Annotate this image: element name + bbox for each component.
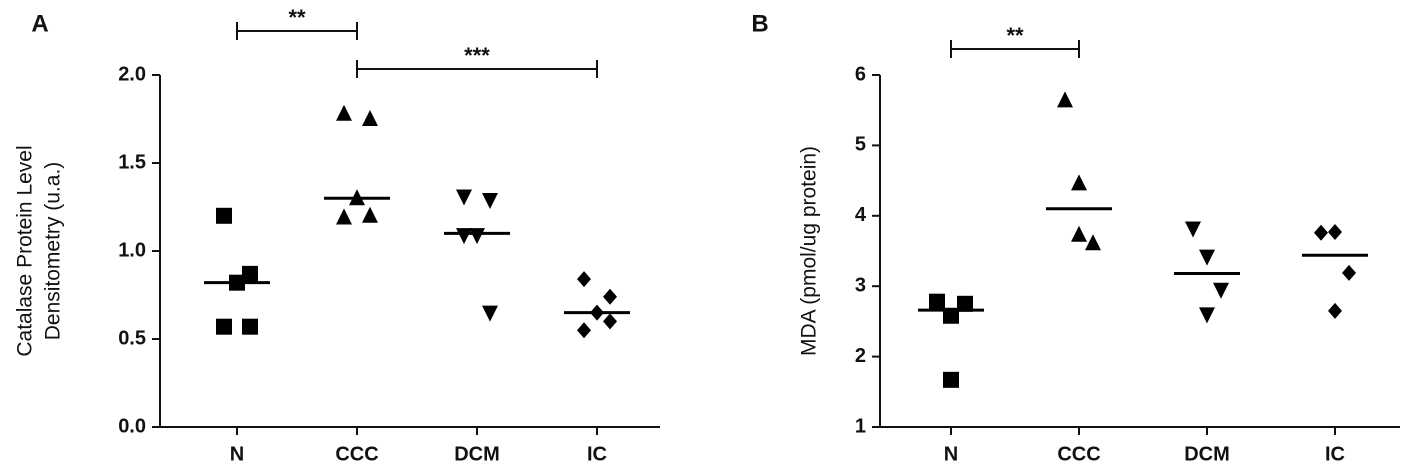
data-point [577, 322, 591, 339]
data-point [1314, 224, 1328, 241]
data-point [362, 206, 378, 223]
x-tick-label: IC [587, 443, 607, 465]
data-point [242, 318, 258, 335]
y-axis-label: Catalase Protein Level [14, 145, 37, 356]
y-tick-label: 5 [855, 134, 866, 156]
data-point [336, 104, 352, 121]
data-point [577, 271, 591, 288]
data-point [336, 208, 352, 225]
x-tick-label: N [230, 443, 244, 465]
data-point [362, 110, 378, 126]
y-tick-label: 1.0 [118, 239, 146, 261]
y-tick-label: 1.5 [118, 151, 146, 173]
y-tick-label: 4 [855, 204, 867, 226]
y-tick-label: 2 [855, 345, 866, 367]
data-point [482, 305, 498, 322]
data-point [1085, 234, 1101, 251]
panel-label: B [751, 10, 768, 37]
data-point [943, 371, 959, 388]
data-point [943, 307, 959, 324]
data-point [1057, 91, 1073, 108]
y-tick-label: 6 [855, 63, 866, 85]
x-tick-label: CCC [335, 443, 378, 465]
x-tick-label: DCM [1184, 443, 1230, 465]
panel-label: A [31, 10, 48, 37]
data-point [1213, 282, 1229, 299]
data-point [1342, 264, 1356, 281]
y-tick-label: 1 [855, 415, 866, 437]
data-point [1071, 225, 1087, 242]
data-point [1199, 249, 1215, 266]
data-point [216, 207, 232, 224]
x-tick-label: N [944, 443, 958, 465]
significance-label: *** [464, 43, 490, 68]
data-point [482, 192, 498, 209]
data-point [242, 265, 258, 282]
data-point [929, 293, 945, 310]
y-axis-label: MDA (pmol/ug protein) [798, 146, 821, 356]
y-tick-label: 2.0 [118, 63, 146, 85]
data-point [603, 288, 617, 305]
data-point [1328, 223, 1342, 240]
x-tick-label: IC [1325, 443, 1345, 465]
data-point [456, 228, 472, 245]
data-point [1328, 302, 1342, 319]
data-point [957, 295, 973, 312]
y-tick-label: 0.0 [118, 415, 146, 437]
y-tick-label: 0.5 [118, 327, 146, 349]
x-tick-label: CCC [1057, 443, 1100, 465]
data-point [456, 189, 472, 206]
y-axis-label: Densitometry (u.a.) [42, 162, 65, 341]
data-point [1185, 221, 1201, 238]
significance-label: ** [288, 5, 306, 30]
data-point [603, 313, 617, 330]
data-point [469, 228, 485, 245]
significance-label: ** [1006, 23, 1024, 48]
data-point [216, 318, 232, 335]
x-tick-label: DCM [454, 443, 500, 465]
data-point [1071, 174, 1087, 191]
y-tick-label: 3 [855, 274, 866, 296]
data-point [1199, 307, 1215, 324]
